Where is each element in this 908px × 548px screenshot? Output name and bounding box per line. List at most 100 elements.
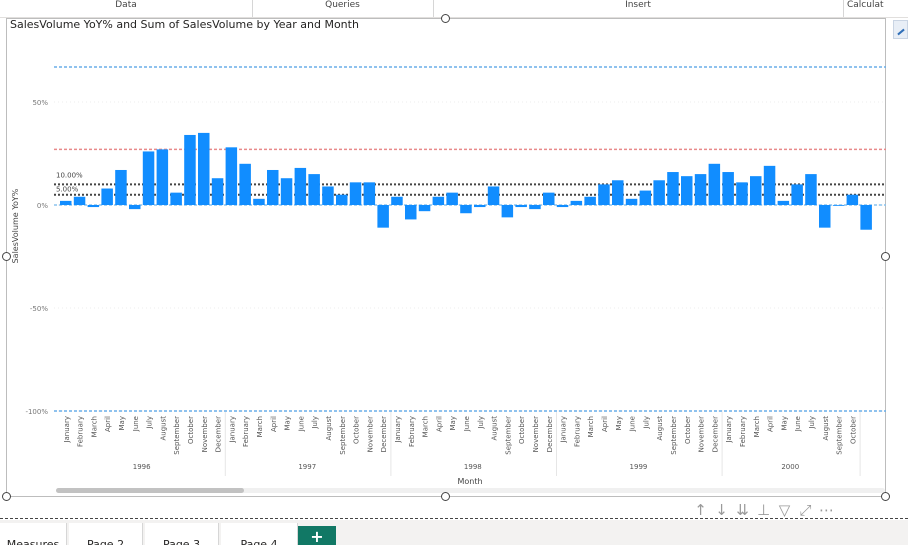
x-tick-label: May bbox=[449, 416, 457, 430]
year-label: 2000 bbox=[781, 463, 799, 471]
resize-handle-bottom-right[interactable] bbox=[881, 492, 890, 501]
chart-plot[interactable]: 50% 0% -50% -100% 10.00% 5.00% January February… bbox=[0, 0, 908, 520]
chart-bar bbox=[87, 205, 100, 208]
resize-handle-top[interactable] bbox=[441, 14, 450, 23]
x-tick-label: November bbox=[532, 416, 540, 453]
chart-bar bbox=[639, 190, 652, 205]
chart-bar bbox=[598, 184, 610, 205]
x-tick-label: January bbox=[560, 416, 568, 444]
chart-bar bbox=[584, 196, 596, 205]
x-axis-title: Month bbox=[457, 477, 482, 486]
chart-bar bbox=[267, 169, 279, 205]
chart-bar bbox=[142, 151, 155, 205]
x-tick-label: October bbox=[518, 416, 526, 444]
ribbon-group-queries-label: Queries bbox=[325, 0, 360, 10]
year-label: 1999 bbox=[630, 463, 648, 471]
x-tick-label: July bbox=[808, 416, 816, 430]
drill-icon[interactable]: ⊥ bbox=[756, 501, 771, 519]
chart-bar bbox=[722, 172, 734, 205]
more-options-icon[interactable]: ⋯ bbox=[819, 501, 834, 519]
reference-label: 5.00% bbox=[56, 186, 79, 194]
x-tick-label: January bbox=[725, 416, 733, 444]
x-tick-label: January bbox=[394, 416, 402, 444]
y-axis-title: SalesVolume YoY% bbox=[11, 188, 20, 263]
chart-bar bbox=[349, 182, 362, 205]
page-tab-bar: Measures Page 2 Page 3 Page 4 bbox=[0, 520, 908, 545]
chart-bar bbox=[129, 205, 141, 210]
x-tick-label: January bbox=[63, 416, 71, 444]
x-tick-label: September bbox=[836, 416, 844, 455]
x-tick-label: February bbox=[408, 416, 416, 447]
chart-bar bbox=[225, 147, 238, 205]
arrow-up-icon[interactable]: ↑ bbox=[694, 501, 707, 519]
x-tick-label: March bbox=[256, 416, 264, 437]
arrow-down-icon[interactable]: ↓ bbox=[715, 501, 728, 519]
reference-label: 10.00% bbox=[56, 171, 83, 179]
chart-bar bbox=[446, 192, 458, 205]
x-tick-label: August bbox=[325, 416, 333, 441]
chart-bar bbox=[115, 169, 127, 205]
x-tick-label: December bbox=[546, 416, 554, 452]
tab-page-3[interactable]: Page 3 bbox=[145, 523, 219, 545]
tab-page-4-label: Page 4 bbox=[240, 538, 278, 545]
x-tick-label: May bbox=[780, 416, 788, 430]
x-tick-label: March bbox=[753, 416, 761, 437]
x-tick-label: June bbox=[794, 416, 802, 432]
x-tick-label: May bbox=[118, 416, 126, 430]
ribbon-group-calculations: Calculat bbox=[847, 0, 908, 18]
tab-page-4[interactable]: Page 4 bbox=[221, 523, 298, 545]
resize-handle-bottom[interactable] bbox=[441, 492, 450, 501]
x-tick-label: May bbox=[615, 416, 623, 430]
x-tick-label: July bbox=[477, 416, 485, 430]
x-tick-label: July bbox=[311, 416, 319, 430]
chart-scrollbar[interactable] bbox=[56, 488, 885, 493]
tab-page-2[interactable]: Page 2 bbox=[69, 523, 143, 545]
x-tick-label: August bbox=[822, 416, 830, 441]
x-tick-label: February bbox=[77, 416, 85, 447]
chart-bar bbox=[391, 196, 403, 205]
x-tick-label: October bbox=[684, 416, 692, 444]
year-label: 1997 bbox=[298, 463, 316, 471]
resize-handle-right[interactable] bbox=[881, 252, 890, 261]
chart-bar bbox=[667, 172, 679, 205]
x-tick-label: July bbox=[146, 416, 154, 430]
ribbon-group-data: Data bbox=[0, 0, 253, 18]
filter-icon[interactable]: ▽ bbox=[778, 501, 791, 519]
add-page-button[interactable]: + bbox=[298, 526, 336, 546]
chart-bar bbox=[294, 167, 307, 205]
chart-bar bbox=[763, 165, 776, 205]
x-tick-label: February bbox=[739, 416, 747, 447]
ribbon-group-data-label: Data bbox=[115, 0, 137, 10]
chart-bar bbox=[170, 192, 182, 205]
x-tick-label: April bbox=[104, 416, 112, 432]
ribbon-group-labels: Data Queries Insert Calculat bbox=[0, 0, 908, 18]
chart-bar bbox=[515, 205, 527, 208]
x-tick-label: April bbox=[270, 416, 278, 432]
chart-bar bbox=[308, 174, 320, 205]
y-tick-label: 50% bbox=[32, 99, 48, 107]
year-label: 1996 bbox=[133, 463, 151, 471]
tab-page-3-label: Page 3 bbox=[162, 538, 201, 545]
tab-measures[interactable]: Measures bbox=[0, 523, 67, 545]
x-tick-label: May bbox=[284, 416, 292, 430]
x-tick-label: June bbox=[629, 416, 637, 432]
x-tick-label: March bbox=[587, 416, 595, 437]
y-tick-label: 0% bbox=[37, 202, 48, 210]
chart-scrollbar-thumb[interactable] bbox=[56, 488, 244, 493]
resize-handle-bottom-left[interactable] bbox=[2, 492, 11, 501]
x-tick-label: December bbox=[215, 416, 223, 452]
x-tick-label: March bbox=[90, 416, 98, 437]
chart-bar bbox=[377, 205, 389, 228]
ribbon-group-queries: Queries bbox=[252, 0, 434, 18]
double-arrow-down-icon[interactable]: ⇊ bbox=[736, 501, 749, 519]
focus-mode-icon[interactable]: ⤢ bbox=[799, 501, 812, 519]
x-tick-label: June bbox=[463, 416, 471, 432]
resize-handle-left[interactable] bbox=[2, 252, 11, 261]
chart-bar bbox=[474, 205, 486, 208]
chart-bar bbox=[487, 186, 500, 205]
chart-bar bbox=[625, 198, 638, 205]
x-tick-label: October bbox=[187, 416, 195, 444]
format-pane-edit-icon[interactable] bbox=[893, 20, 908, 39]
chart-bar bbox=[570, 200, 583, 205]
y-tick-label: -50% bbox=[30, 305, 48, 313]
